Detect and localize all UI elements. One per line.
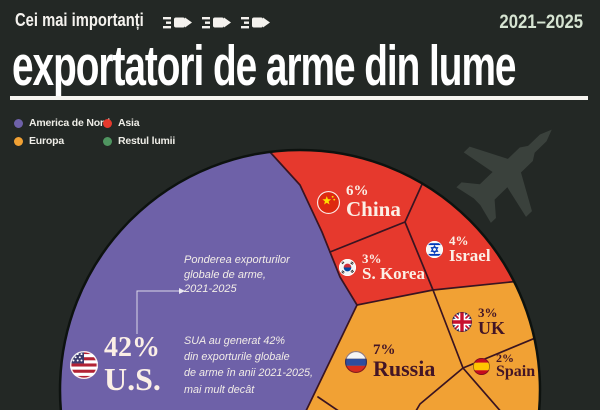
south-korea-flag-icon [339,258,356,276]
us-flag-icon [70,350,98,379]
pie-label-uk: 3% UK [452,306,505,338]
pie-label-china: 6% China [317,183,401,222]
pie-label-russia: 7% Russia [345,342,436,382]
annotation-share: Ponderea exporturilor globale de arme, 2… [184,254,290,296]
spain-pct: 2% [496,351,514,365]
pie-label-spain: 2% Spain [473,352,535,381]
china-flag-icon [317,190,340,214]
uk-pct: 3% [478,305,498,320]
fighter-jet-icon [456,129,552,223]
spain-flag-icon [473,357,490,375]
legend-dot-europe [14,136,23,146]
russia-pct: 7% [373,342,396,358]
uk-flag-icon [452,311,472,332]
us-name: U.S. [104,360,161,397]
skorea-pct: 3% [362,251,382,266]
china-pct: 6% [346,183,369,199]
legend-item-europe: Europa [14,135,103,147]
kicker-text: Cei mai importanți [15,10,144,30]
legend-dot-rest-of-world [103,136,112,146]
israel-name: Israel [449,246,491,266]
legend-dot-north-america [14,118,23,128]
bullets-icon [163,17,270,29]
legend-item-asia: Asia [103,117,175,129]
skorea-name: S. Korea [362,264,425,284]
annotation-connector [136,288,185,334]
spain-name: Spain [496,363,536,381]
title-divider [10,96,588,100]
pie-label-israel: 4% Israel [426,234,491,265]
legend-item-north-america: America de Nord [14,117,110,129]
legend-item-rest-of-world: Restul lumii [103,135,175,147]
pie-slice-borders [269,151,540,410]
pie-outline [58,148,542,410]
page-title: exportatori de arme din lume [12,34,516,98]
legend-dot-asia [103,118,112,128]
annotation-us-note: SUA au generat 42% din exporturile globa… [184,335,314,396]
pie-region-europe [295,276,540,410]
uk-name: UK [478,318,505,339]
us-pct: 42% [104,332,160,363]
pie-label-skorea: 3% S. Korea [339,252,425,283]
israel-pct: 4% [449,233,469,248]
legend: America de Nord Asia Europa Restul lumii [14,117,175,147]
israel-flag-icon [426,240,443,258]
china-name: China [346,197,401,222]
pie-label-us: 42% U.S. [70,332,161,397]
russia-name: Russia [373,356,436,382]
period-text: 2021–2025 [499,12,583,33]
russia-flag-icon [345,350,367,373]
